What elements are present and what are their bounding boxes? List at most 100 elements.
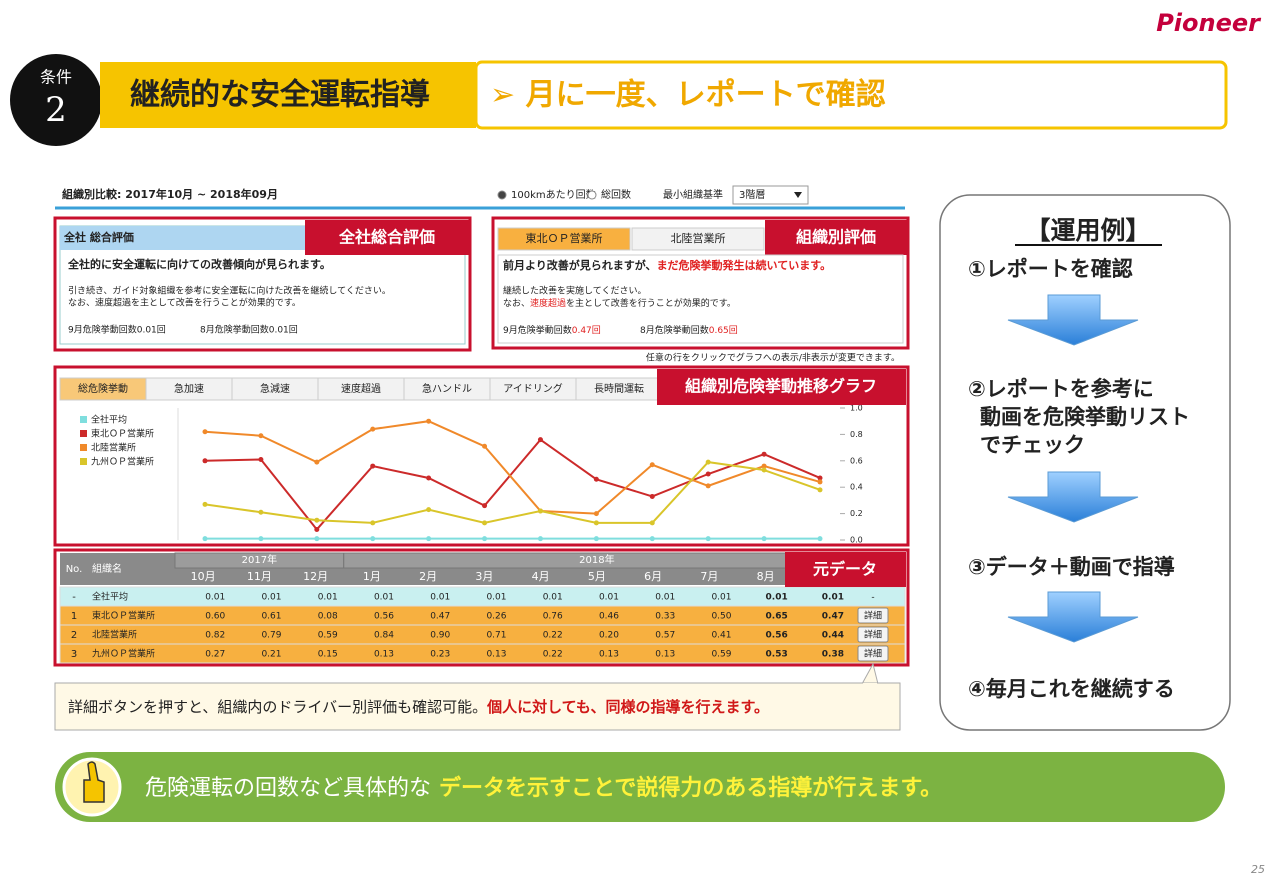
cell: 0.47 <box>822 612 844 622</box>
text: 9月危険挙動回数 <box>503 324 572 336</box>
footer-bar <box>55 752 1225 822</box>
hint: 任意の行をクリックでグラフへの表示/非表示が変更できます。 <box>646 352 900 364</box>
legend-swatch <box>80 430 87 437</box>
usage-step: ①レポートを確認 <box>968 257 1133 281</box>
point <box>761 536 767 542</box>
cell: 0.01 <box>543 593 563 603</box>
header-cell: 6月 <box>644 570 662 583</box>
org-headline: 前月より改善が見られますが、まだ危険挙動発生は続いています。 <box>503 258 831 272</box>
point <box>593 520 599 526</box>
cell: 0.57 <box>655 631 675 641</box>
cell: 0.76 <box>543 612 563 622</box>
graph-tab-label: 急減速 <box>260 382 290 395</box>
point <box>426 475 432 481</box>
select <box>732 185 809 205</box>
org-tab-label: 東北ＯＰ営業所 <box>526 231 603 245</box>
radio <box>497 190 507 200</box>
select-label: 最小組織基準 <box>663 188 723 201</box>
cell: 詳細 <box>864 629 882 641</box>
radio-label: 100kmあたり回数 <box>511 188 596 201</box>
usage-title: 【運用例】 <box>1025 216 1150 245</box>
point <box>482 503 488 509</box>
header-cell: 5月 <box>588 570 606 583</box>
line-series <box>204 438 821 531</box>
callout-pointer <box>861 662 879 685</box>
org-tab[interactable] <box>631 227 765 251</box>
cell: 0.01 <box>822 593 844 603</box>
point <box>314 526 320 532</box>
point <box>761 463 767 469</box>
org-body: なお、速度超過を主として改善を行うことが効果的です。 <box>503 297 736 309</box>
point <box>649 493 655 499</box>
point <box>649 536 655 542</box>
cell: 0.01 <box>655 593 675 603</box>
line-series <box>204 420 821 515</box>
point <box>537 508 543 514</box>
legend-swatch <box>80 458 87 465</box>
point <box>817 479 823 485</box>
point <box>817 536 823 542</box>
header-cell: 12月 <box>303 570 328 583</box>
overall-body: なお、速度超過を主として改善を行うことが効果的です。 <box>68 297 301 309</box>
cell: 0.13 <box>374 650 394 660</box>
detail-button[interactable] <box>857 626 889 643</box>
header-cell: 2017年 <box>242 553 277 566</box>
flow-arrow <box>1007 591 1139 643</box>
cell: 0.56 <box>374 612 394 622</box>
graph-tab-label: 急加速 <box>174 382 204 395</box>
usage-step: 動画を危険挙動リスト <box>980 405 1190 429</box>
point <box>370 463 376 469</box>
line-series <box>204 461 821 524</box>
callout <box>54 682 901 731</box>
point <box>482 536 488 542</box>
text: を主として改善を行うことが効果的です。 <box>566 297 736 309</box>
header-cell: 3月 <box>475 570 493 583</box>
org-tab[interactable] <box>497 227 631 251</box>
cell: 0.01 <box>205 593 225 603</box>
usage-step: ③データ＋動画で指導 <box>968 555 1175 579</box>
header-cell: 7月 <box>700 570 718 583</box>
point <box>258 509 264 515</box>
tag-text: 全社総合評価 <box>338 228 435 247</box>
point <box>593 536 599 542</box>
detail-button[interactable] <box>857 645 889 662</box>
cell: 0.26 <box>486 612 506 622</box>
cell: 0.01 <box>430 593 450 603</box>
org-panel <box>497 254 904 344</box>
cell: 東北ＯＰ営業所 <box>92 610 155 622</box>
detail-button[interactable] <box>857 607 889 624</box>
graph-tab-label: 長時間運転 <box>594 383 644 395</box>
point <box>761 451 767 457</box>
cell: 北陸営業所 <box>92 629 137 641</box>
point <box>593 476 599 482</box>
page-number: 25 <box>1251 863 1265 876</box>
cell: - <box>72 592 76 603</box>
cell: 0.50 <box>711 612 731 622</box>
table-row[interactable] <box>59 643 906 664</box>
usage-box <box>939 194 1231 731</box>
text: なお、 <box>503 298 530 309</box>
hand-shape <box>83 761 105 803</box>
cell: 0.22 <box>543 631 563 641</box>
legend-label: 北陸営業所 <box>91 442 136 454</box>
point <box>314 459 320 465</box>
cell: 0.01 <box>318 593 338 603</box>
point <box>593 511 599 517</box>
legend-swatch <box>80 416 87 423</box>
tag <box>785 552 906 587</box>
point <box>370 536 376 542</box>
graph-tab-label: アイドリング <box>503 382 563 395</box>
badge-number: 2 <box>45 90 67 130</box>
point <box>705 536 711 542</box>
text: 個人に対しても、同様の指導を行えます。 <box>486 698 769 716</box>
cell: 0.46 <box>599 612 619 622</box>
point <box>202 429 208 435</box>
usage-step: ②レポートを参考に <box>968 377 1154 401</box>
cell: 0.27 <box>205 650 225 660</box>
cell: 0.90 <box>430 631 450 641</box>
cell: 0.33 <box>655 612 675 622</box>
cell: 0.59 <box>711 650 731 660</box>
header-cell: 8月 <box>757 570 775 583</box>
header-cell: 11月 <box>247 570 272 583</box>
